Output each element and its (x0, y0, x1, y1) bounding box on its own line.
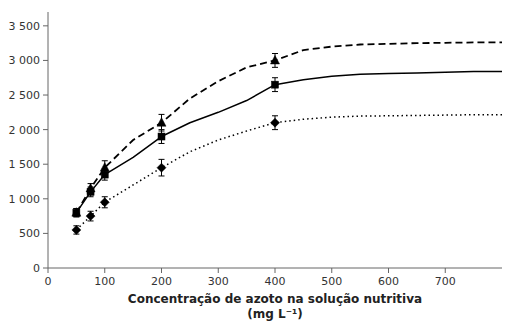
marker-diamond (86, 212, 95, 221)
axes: 0 100 200 300 400 500 600 700 0 500 1 000 1 500 2 00… (9, 12, 503, 288)
y-tick-label: 500 (19, 227, 40, 240)
y-tick-label: 3 500 (9, 20, 41, 33)
y-tick-label: 0 (33, 262, 40, 275)
y-tick (43, 198, 48, 199)
line-dotted (76, 115, 502, 230)
y-axis-line (48, 12, 49, 268)
marker-triangle (271, 55, 280, 64)
marker-triangle (86, 183, 95, 192)
x-tick (445, 268, 446, 273)
x-tick-label: 100 (94, 275, 115, 288)
x-tick (275, 268, 276, 273)
marker-square (158, 133, 165, 140)
marker-diamond (271, 118, 280, 127)
y-tick (43, 129, 48, 130)
x-tick (218, 268, 219, 273)
x-tick (104, 268, 105, 273)
marker-diamond (157, 163, 166, 172)
x-axis-label-line: (mg L⁻¹) (247, 307, 302, 321)
points-triangle (72, 54, 280, 217)
x-tick-label: 200 (151, 275, 172, 288)
x-axis-label: Concentração de azoto na solução nutriti… (128, 292, 422, 321)
y-tick-label: 1 500 (9, 158, 41, 171)
line-dashed (76, 42, 502, 212)
y-tick (43, 25, 48, 26)
marker-diamond (72, 225, 81, 234)
x-tick-label: 300 (208, 275, 229, 288)
marker-triangle (100, 163, 109, 172)
y-tick-label: 2 500 (9, 89, 41, 102)
chart: 0 100 200 300 400 500 600 700 0 500 1 000 1 500 2 00… (0, 0, 513, 326)
x-tick (48, 268, 49, 273)
y-tick-label: 1 000 (9, 193, 41, 206)
x-tick-label: 0 (45, 275, 52, 288)
x-tick-label: 600 (378, 275, 399, 288)
error-bar (272, 78, 278, 92)
x-tick-label: 700 (435, 275, 456, 288)
x-tick-label: 400 (265, 275, 286, 288)
points-square (73, 78, 279, 217)
y-tick (43, 60, 48, 61)
y-tick (43, 268, 48, 269)
x-tick (388, 268, 389, 273)
x-axis-label-line: Concentração de azoto na solução nutriti… (128, 292, 422, 306)
x-tick (161, 268, 162, 273)
y-tick-label: 2 000 (9, 124, 41, 137)
marker-triangle (72, 208, 81, 217)
line-solid (76, 72, 502, 213)
error-bar (159, 130, 165, 144)
points-diamond (72, 116, 280, 235)
y-tick-label: 3 000 (9, 54, 41, 67)
marker-diamond (100, 198, 109, 207)
marker-square (272, 81, 279, 88)
marker-triangle (157, 118, 166, 127)
y-tick (43, 95, 48, 96)
y-tick (43, 233, 48, 234)
plot-area (72, 42, 502, 234)
x-tick (331, 268, 332, 273)
x-tick-label: 500 (321, 275, 342, 288)
y-tick (43, 164, 48, 165)
